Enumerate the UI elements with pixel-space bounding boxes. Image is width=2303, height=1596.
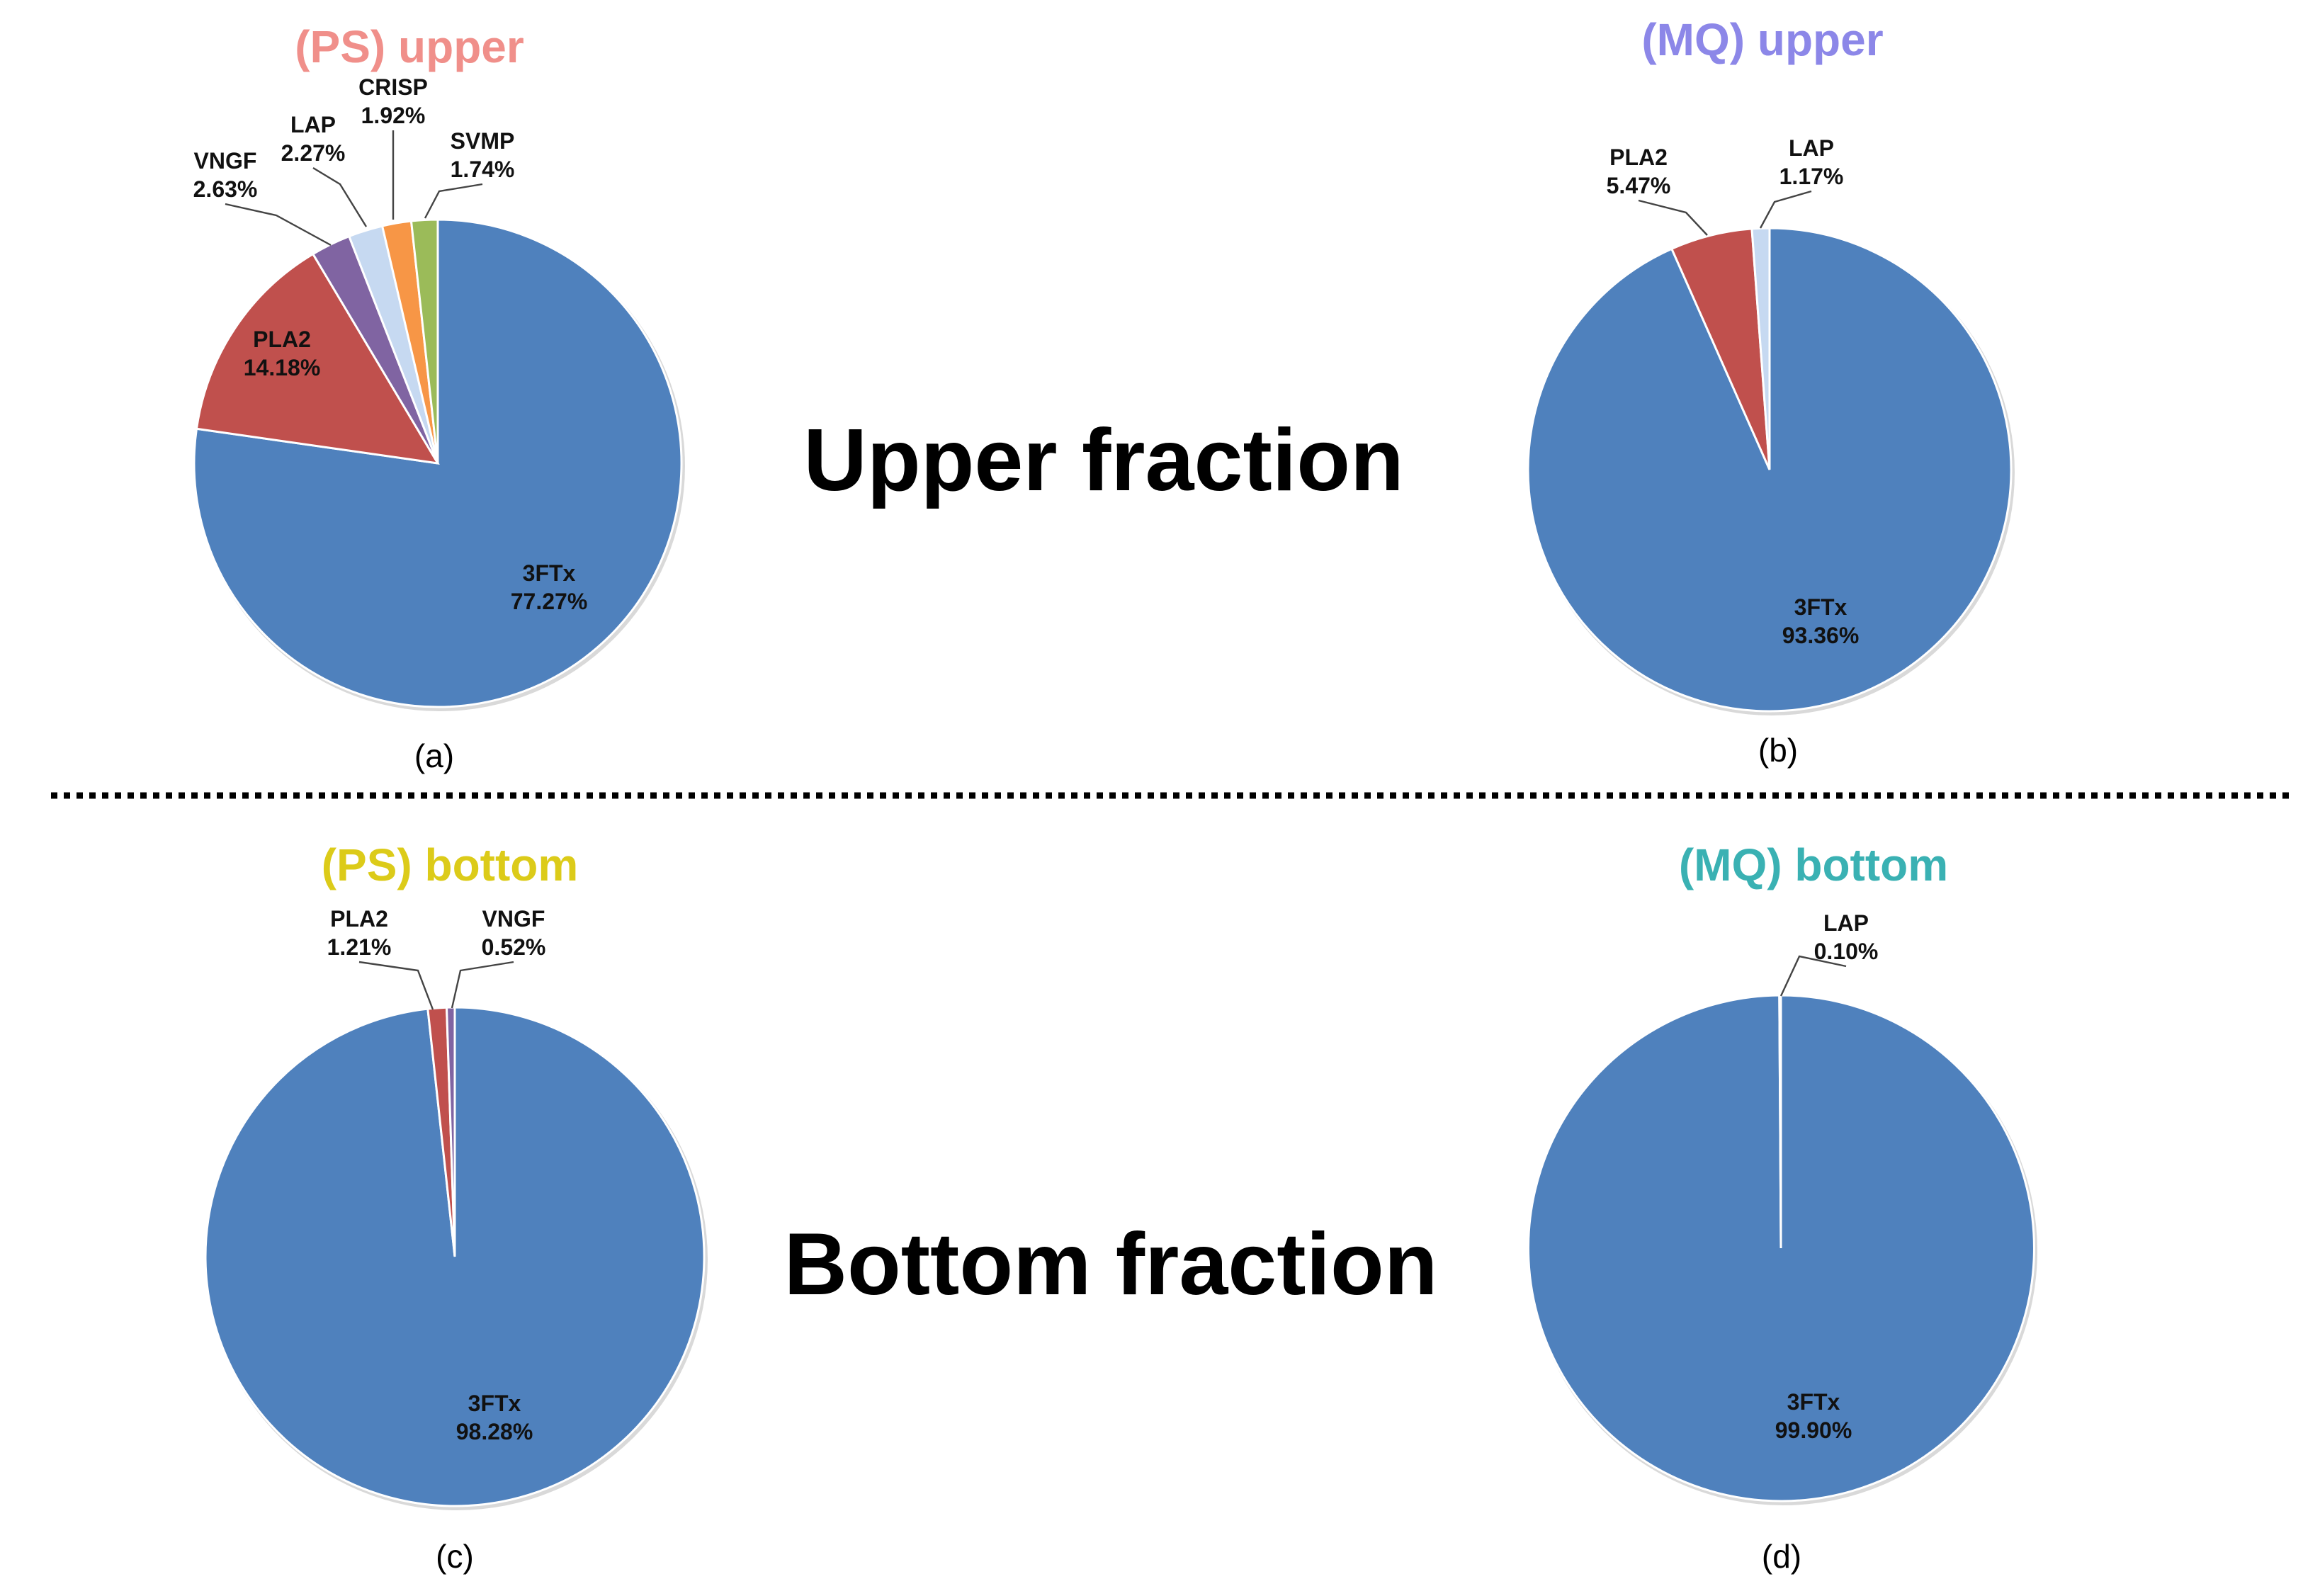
- leader-line-pla2: [1638, 199, 1708, 236]
- pie-slice-vngf: [445, 1006, 456, 1257]
- slice-name-3ftx: 3FTx: [1794, 594, 1848, 620]
- leader-line-svmp: [424, 183, 483, 219]
- slice-name-pla2: PLA2: [330, 906, 388, 932]
- panel-label: (c): [436, 1538, 474, 1575]
- slice-percent-pla2: 14.18%: [244, 355, 321, 380]
- slice-percent-pla2: 5.47%: [1607, 173, 1671, 198]
- slice-percent-pla2: 1.21%: [327, 934, 392, 960]
- slice-percent-crisp: 1.92%: [361, 103, 426, 128]
- leader-line-vngf: [225, 203, 332, 247]
- slice-percent-3ftx: 93.36%: [1782, 623, 1860, 648]
- chart-title: (PS) bottom: [322, 839, 579, 890]
- slice-name-lap: LAP: [1823, 910, 1869, 936]
- slice-percent-3ftx: 99.90%: [1775, 1417, 1852, 1443]
- slice-name-3ftx: 3FTx: [523, 560, 576, 586]
- slice-name-pla2: PLA2: [1609, 145, 1668, 170]
- panel-label: (b): [1758, 732, 1798, 769]
- slice-percent-svmp: 1.74%: [451, 157, 515, 182]
- slice-name-crisp: CRISP: [358, 74, 428, 100]
- slice-name-lap: LAP: [1789, 135, 1834, 161]
- leader-line-pla2: [358, 961, 434, 1010]
- leader-line-lap: [1779, 955, 1847, 997]
- pie-chart-b: (MQ) upper 3FTx 93.36% PLA2 5.47% LAP 1.17% (b): [1527, 14, 2015, 769]
- slice-percent-lap: 1.17%: [1779, 164, 1844, 189]
- slice-percent-lap: 0.10%: [1814, 939, 1879, 964]
- slice-name-vngf: VNGF: [194, 148, 257, 174]
- bottom-fraction-label: Bottom fraction: [783, 1216, 1437, 1313]
- chart-title: (PS) upper: [295, 21, 524, 72]
- slice-name-lap: LAP: [290, 112, 336, 137]
- slice-name-3ftx: 3FTx: [468, 1391, 521, 1416]
- pie-slice-svmp: [409, 218, 439, 464]
- slice-percent-lap: 2.27%: [281, 140, 346, 166]
- slice-percent-vngf: 2.63%: [193, 176, 258, 202]
- leader-line-lap: [312, 166, 368, 227]
- leader-line-lap: [1759, 190, 1812, 229]
- slice-percent-3ftx: 98.28%: [456, 1419, 533, 1444]
- slice-percent-3ftx: 77.27%: [511, 589, 588, 614]
- pie-slice-3ftx: [193, 218, 683, 708]
- slice-name-svmp: SVMP: [451, 128, 515, 154]
- panel-label: (a): [414, 737, 454, 774]
- slice-name-3ftx: 3FTx: [1787, 1389, 1840, 1415]
- upper-fraction-label: Upper fraction: [803, 412, 1403, 509]
- slice-percent-vngf: 0.52%: [482, 934, 546, 960]
- pie-slice-pla2: [195, 252, 440, 465]
- chart-title: (MQ) bottom: [1679, 839, 1948, 890]
- slice-name-pla2: PLA2: [253, 327, 311, 352]
- chart-title: (MQ) upper: [1641, 14, 1883, 65]
- slice-name-vngf: VNGF: [482, 906, 545, 932]
- panel-label: (d): [1762, 1538, 1801, 1575]
- leader-line-vngf: [451, 961, 514, 1009]
